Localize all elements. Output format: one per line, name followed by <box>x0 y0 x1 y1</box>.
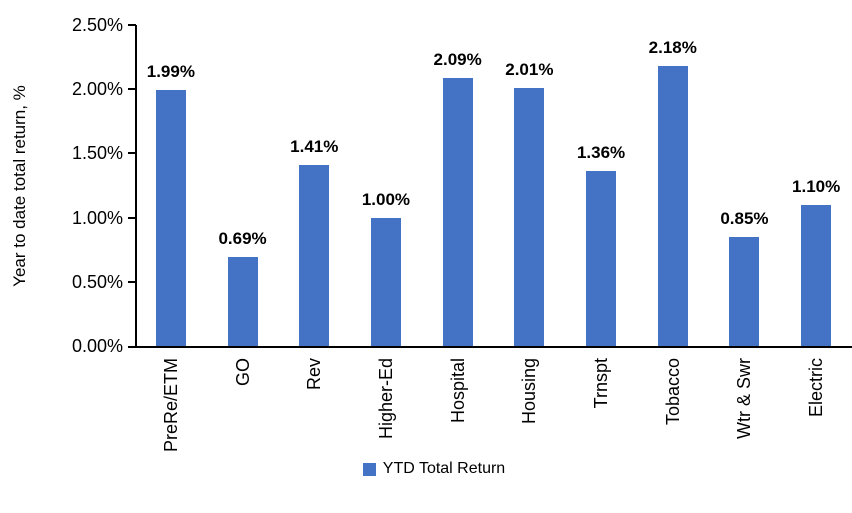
bar-value-label: 1.10% <box>792 176 841 196</box>
bar-value-label: 2.01% <box>505 59 554 79</box>
bar <box>801 204 832 346</box>
y-axis-tick-label: 0.50% <box>71 271 123 292</box>
bar <box>514 87 545 346</box>
y-axis-tick-label: 1.50% <box>71 143 123 164</box>
x-axis-tick-label: Trnspt <box>591 358 612 409</box>
x-axis-line <box>128 346 852 348</box>
x-axis-tick-label: Tobacco <box>662 358 683 426</box>
bar-value-label: 2.09% <box>433 49 482 69</box>
y-axis-tick-mark <box>128 24 136 26</box>
bar <box>227 257 258 346</box>
legend-swatch <box>362 462 376 476</box>
x-axis-tick-label: Housing <box>519 358 540 425</box>
x-axis-tick-label: Hospital <box>447 358 468 424</box>
y-axis-title: Year to date total return, % <box>10 85 29 287</box>
y-axis-tick-label: 2.50% <box>71 15 123 35</box>
bar-value-label: 0.69% <box>218 229 267 249</box>
bar-value-label: 0.85% <box>720 208 769 228</box>
y-axis-tick-mark <box>128 88 136 91</box>
bar <box>729 236 760 346</box>
bar-value-label: 1.00% <box>361 189 411 209</box>
bar <box>299 164 330 346</box>
bar-value-label: 1.41% <box>290 136 339 156</box>
y-axis-tick-label: 1.00% <box>71 207 123 228</box>
bar-value-label: 2.18% <box>648 38 697 58</box>
y-axis-tick-label: 0.00% <box>71 336 123 356</box>
x-axis-tick-label: Wtr & Swr <box>734 358 755 439</box>
x-axis-tick-label: PreRe/ETM <box>160 358 181 453</box>
y-axis-tick-mark <box>128 216 136 219</box>
bar <box>442 77 473 346</box>
x-axis-tick-label: GO <box>232 358 253 387</box>
y-axis-line <box>135 25 137 348</box>
bar <box>657 66 688 346</box>
x-axis-tick-label: Higher-Ed <box>375 358 396 440</box>
y-axis-tick-label: 2.00% <box>71 79 123 100</box>
y-axis-tick-mark <box>128 280 136 283</box>
y-axis-tick-mark <box>128 152 136 155</box>
bar-value-label: 1.36% <box>576 143 626 163</box>
bar <box>586 171 617 346</box>
x-axis-tick-label: Electric <box>806 358 827 418</box>
legend-label: YTD Total Return <box>382 460 506 477</box>
bar <box>370 217 401 346</box>
x-axis-tick-label: Rev <box>304 358 325 391</box>
bar <box>155 90 186 346</box>
legend: YTD Total Return <box>8 459 852 479</box>
bar-value-label: 1.99% <box>146 62 195 82</box>
